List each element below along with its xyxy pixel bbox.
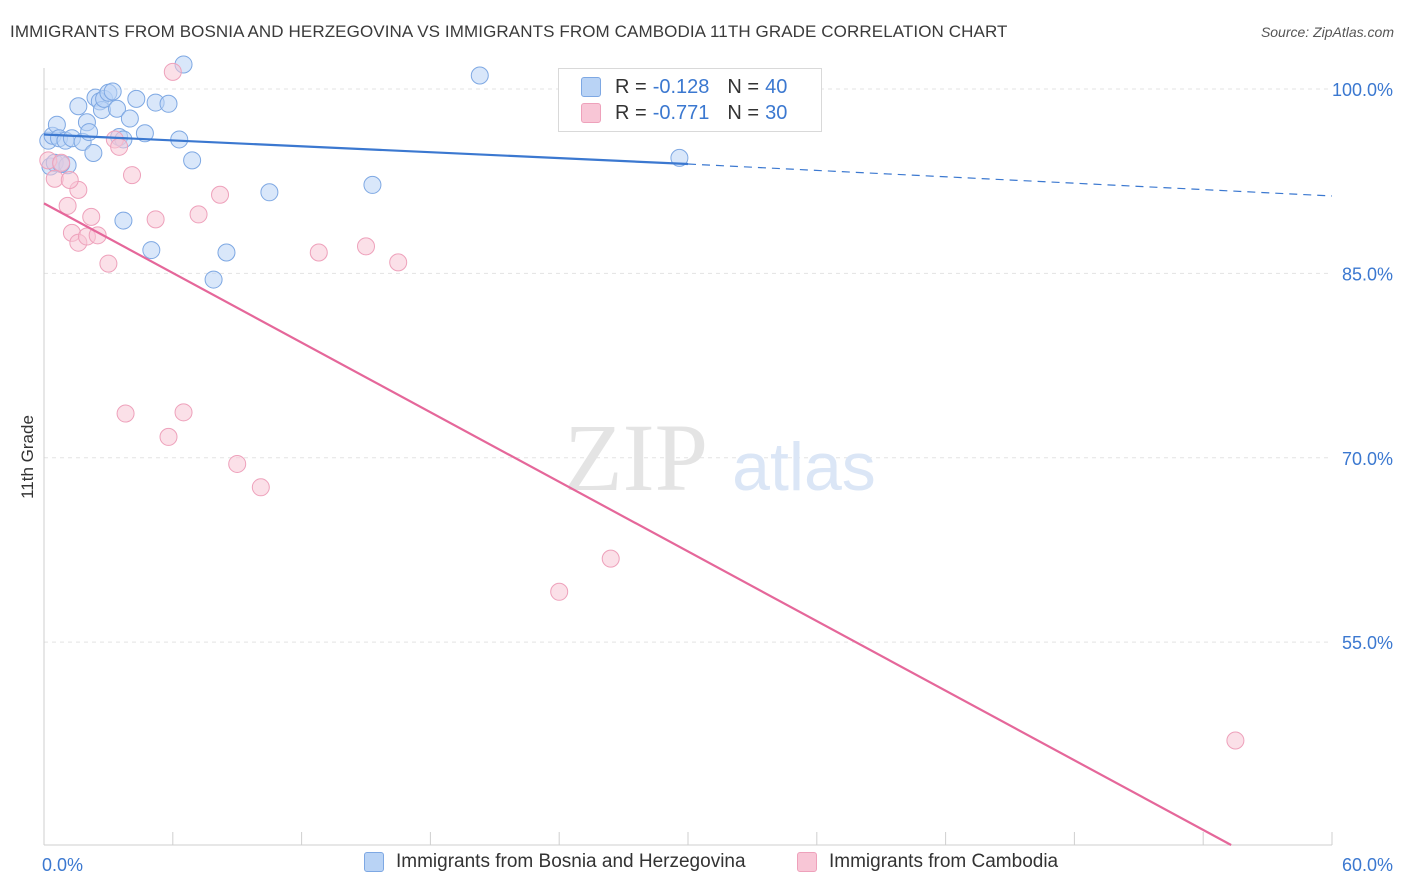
y-tick-label: 85.0% (1342, 264, 1393, 284)
point-bosnia (204, 270, 223, 289)
point-cambodia (389, 253, 408, 272)
point-bosnia (103, 82, 122, 101)
x-tick-label: 0.0% (42, 855, 83, 875)
legend-r-label: R = (615, 101, 647, 124)
point-cambodia (45, 169, 64, 188)
point-cambodia (228, 454, 247, 473)
y-tick-label: 100.0% (1332, 80, 1393, 100)
point-cambodia (1226, 731, 1245, 750)
y-tick-label: 70.0% (1342, 449, 1393, 469)
point-cambodia (189, 205, 208, 224)
point-cambodia (110, 137, 129, 156)
x-tick-label: 60.0% (1342, 855, 1393, 875)
point-bosnia (84, 143, 103, 162)
point-cambodia (123, 166, 142, 185)
legend-item-bosnia[interactable]: Immigrants from Bosnia and Herzegovina (364, 851, 746, 873)
point-bosnia (142, 241, 161, 260)
legend-swatch-pink (797, 852, 817, 872)
point-bosnia (80, 123, 99, 142)
watermark-zip: ZIP (564, 404, 708, 511)
legend-n-value-bosnia: 40 (765, 75, 788, 98)
point-cambodia (550, 582, 569, 601)
trendline-bosnia-projection (687, 163, 1333, 197)
legend-label-bosnia: Immigrants from Bosnia and Herzegovina (396, 851, 746, 872)
point-bosnia (363, 175, 382, 194)
point-cambodia (58, 196, 77, 215)
watermark-atlas: atlas (732, 429, 876, 505)
point-cambodia (116, 404, 135, 423)
trendline-cambodia (43, 202, 1232, 846)
legend-label-cambodia: Immigrants from Cambodia (829, 851, 1059, 872)
point-bosnia (260, 183, 279, 202)
legend-r-label: R = (615, 75, 647, 98)
chart-title: IMMIGRANTS FROM BOSNIA AND HERZEGOVINA V… (10, 22, 1008, 41)
point-cambodia (82, 207, 101, 226)
point-bosnia (120, 109, 139, 128)
point-cambodia (309, 243, 328, 262)
legend-swatch-blue (364, 852, 384, 872)
point-cambodia (52, 153, 71, 172)
point-bosnia (135, 124, 154, 143)
point-bosnia (107, 99, 126, 118)
point-cambodia (146, 210, 165, 229)
point-cambodia (60, 171, 79, 190)
y-tick-label: 55.0% (1342, 633, 1393, 653)
y-axis-label: 11th Grade (18, 415, 37, 499)
legend-swatch-pink (581, 103, 601, 123)
source-label: Source: ZipAtlas.com (1260, 24, 1394, 40)
point-cambodia (357, 237, 375, 256)
legend-r-value-cambodia: -0.771 (652, 101, 710, 124)
point-bosnia (127, 89, 146, 108)
trendline-bosnia (43, 133, 689, 166)
legend-r-value-bosnia: -0.128 (652, 75, 710, 98)
point-cambodia (159, 427, 178, 446)
point-bosnia (114, 211, 133, 230)
legend-n-label: N = (727, 75, 760, 98)
legend-swatch-blue (581, 77, 601, 97)
point-bosnia (217, 243, 236, 262)
legend-n-label: N = (727, 101, 760, 124)
legend-item-cambodia[interactable]: Immigrants from Cambodia (797, 851, 1058, 873)
legend-n-value-cambodia: 30 (765, 101, 788, 124)
point-cambodia (601, 549, 620, 568)
point-bosnia (470, 66, 489, 85)
series-legend: Immigrants from Bosnia and Herzegovina I… (0, 851, 1406, 879)
point-cambodia (174, 403, 193, 422)
point-bosnia (183, 151, 202, 170)
legend-row-bosnia: R = -0.128 N = 40 (581, 74, 787, 100)
legend-row-cambodia: R = -0.771 N = 30 (581, 100, 787, 126)
point-bosnia (69, 97, 88, 116)
point-bosnia (159, 94, 178, 113)
point-cambodia (251, 478, 270, 497)
point-cambodia (163, 62, 182, 81)
correlation-legend: R = -0.128 N = 40 R = -0.771 N = 30 (558, 68, 822, 132)
point-cambodia (211, 185, 230, 204)
point-cambodia (99, 254, 118, 273)
point-bosnia (670, 148, 689, 167)
